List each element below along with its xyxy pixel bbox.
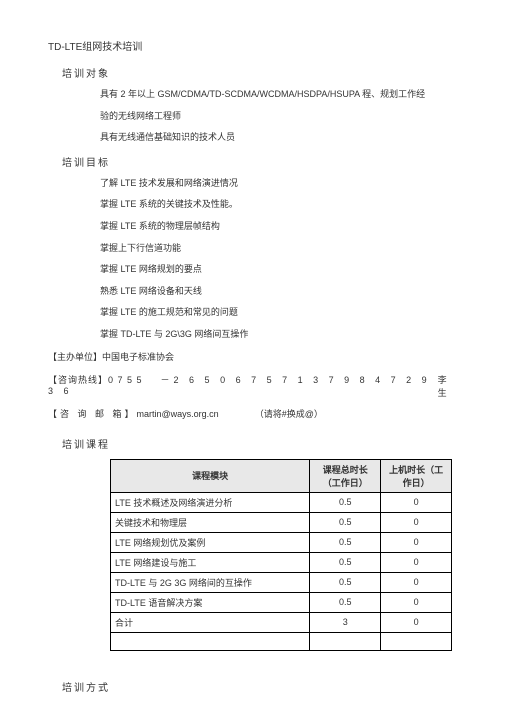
course-heading: 培训课程 [62, 436, 457, 451]
method-heading: 培训方式 [62, 679, 457, 694]
organizer-label: 【主办单位】 [48, 352, 102, 362]
table-row: TD-LTE 语音解决方案0.50 [111, 592, 452, 612]
audience-heading: 培训对象 [62, 65, 457, 80]
table-row: LTE 网络规划优及案例0.50 [111, 532, 452, 552]
cell-module: LTE 网络规划优及案例 [111, 532, 310, 552]
cell-lab: 0 [381, 532, 452, 552]
cell-lab: 0 [381, 592, 452, 612]
goals-item: 掌握 LTE 系统的关键技术及性能。 [100, 198, 457, 211]
empty-cell [381, 632, 452, 650]
total-duration: 3 [310, 612, 381, 632]
hotline-city: 0 7 5 5 [108, 375, 143, 385]
table-empty-row [111, 632, 452, 650]
table-row: 关键技术和物理层0.50 [111, 512, 452, 532]
table-header-row: 课程模块 课程总时长（工作日） 上机时长（工作日） [111, 459, 452, 492]
total-lab: 0 [381, 612, 452, 632]
page-title: TD-LTE组网技术培训 [48, 38, 457, 53]
cell-duration: 0.5 [310, 512, 381, 532]
cell-duration: 0.5 [310, 572, 381, 592]
hotline-label: 【咨询热线】 [48, 375, 108, 385]
course-table: 课程模块 课程总时长（工作日） 上机时长（工作日） LTE 技术概述及网络演进分… [110, 459, 452, 651]
hotline-contact: 李 生 [438, 373, 457, 399]
audience-item: 具有无线通信基础知识的技术人员 [100, 131, 457, 144]
table-row: LTE 网络建设与施工0.50 [111, 552, 452, 572]
goals-item: 掌握 LTE 网络规划的要点 [100, 263, 457, 276]
col-module: 课程模块 [111, 459, 310, 492]
email-value: martin@ways.org.cn [137, 409, 219, 419]
cell-module: LTE 网络建设与施工 [111, 552, 310, 572]
cell-module: 关键技术和物理层 [111, 512, 310, 532]
audience-item: 具有 2 年以上 GSM/CDMA/TD-SCDMA/WCDMA/HSDPA/H… [100, 88, 457, 101]
hotline-line: 【咨询热线】0 7 5 5－2 6 5 0 6 7 5 7 1 3 7 9 8 … [48, 373, 457, 399]
cell-lab: 0 [381, 572, 452, 592]
organizer-line: 【主办单位】中国电子标准协会 [48, 350, 457, 363]
empty-cell [310, 632, 381, 650]
cell-duration: 0.5 [310, 492, 381, 512]
cell-module: TD-LTE 语音解决方案 [111, 592, 310, 612]
goals-item: 掌握 LTE 的施工规范和常见的问题 [100, 306, 457, 319]
goals-item: 熟悉 LTE 网络设备和天线 [100, 285, 457, 298]
cell-duration: 0.5 [310, 532, 381, 552]
goals-item: 了解 LTE 技术发展和网络演进情况 [100, 177, 457, 190]
cell-duration: 0.5 [310, 552, 381, 572]
cell-duration: 0.5 [310, 592, 381, 612]
cell-module: TD-LTE 与 2G 3G 网络间的互操作 [111, 572, 310, 592]
table-row: LTE 技术概述及网络演进分析0.50 [111, 492, 452, 512]
table-total-row: 合计30 [111, 612, 452, 632]
course-table-wrap: 课程模块 课程总时长（工作日） 上机时长（工作日） LTE 技术概述及网络演进分… [110, 459, 457, 651]
organizer-value: 中国电子标准协会 [102, 352, 174, 362]
total-label: 合计 [111, 612, 310, 632]
goals-heading: 培训目标 [62, 154, 457, 169]
email-line: 【咨 询 邮 箱】martin@ways.org.cn （请将#换成@） [48, 407, 457, 420]
table-row: TD-LTE 与 2G 3G 网络间的互操作0.50 [111, 572, 452, 592]
cell-lab: 0 [381, 492, 452, 512]
goals-item: 掌握 TD-LTE 与 2G\3G 网络间互操作 [100, 328, 457, 341]
cell-lab: 0 [381, 552, 452, 572]
email-label: 【咨 询 邮 箱】 [48, 409, 137, 419]
col-lab: 上机时长（工作日） [381, 459, 452, 492]
goals-item: 掌握上下行信道功能 [100, 242, 457, 255]
email-note: （请将#换成@） [255, 409, 323, 419]
cell-lab: 0 [381, 512, 452, 532]
empty-cell [111, 632, 310, 650]
goals-item: 掌握 LTE 系统的物理层帧结构 [100, 220, 457, 233]
cell-module: LTE 技术概述及网络演进分析 [111, 492, 310, 512]
audience-item: 验的无线网络工程师 [100, 110, 457, 123]
col-duration: 课程总时长（工作日） [310, 459, 381, 492]
